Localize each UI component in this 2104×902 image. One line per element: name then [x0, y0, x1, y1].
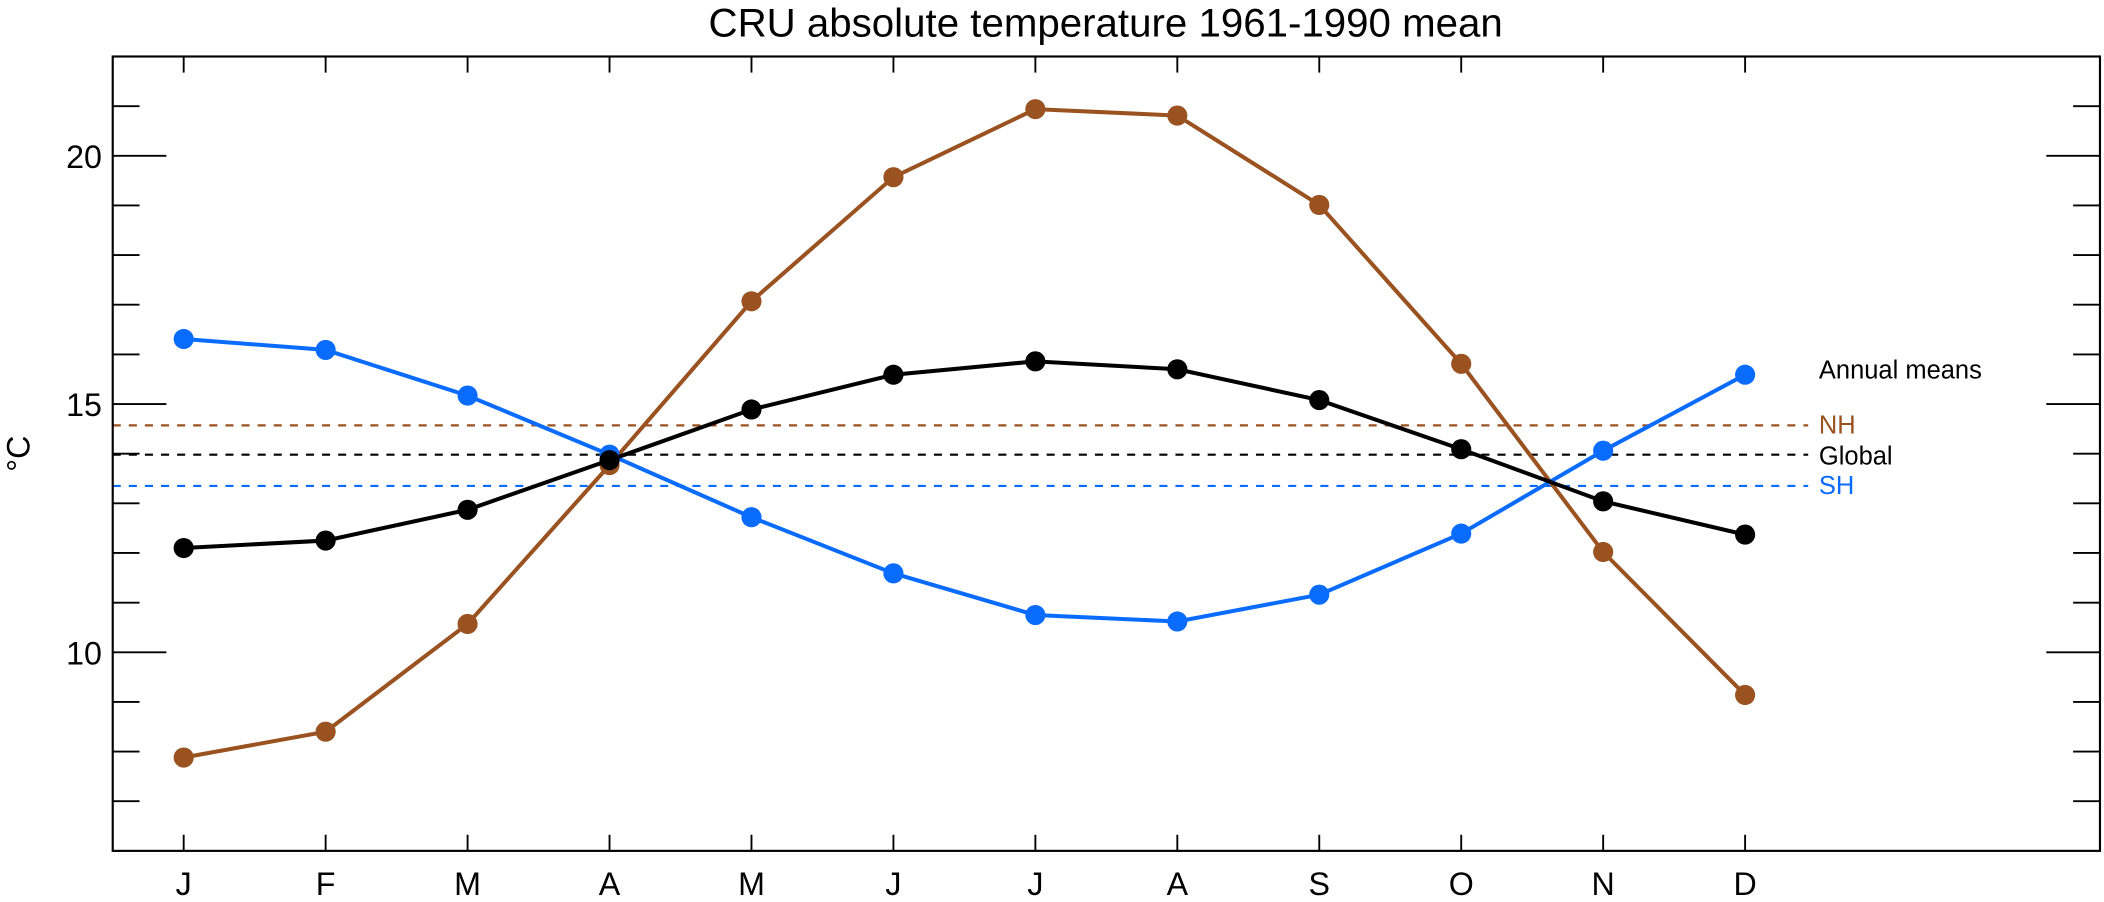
series-line-global: [183, 359, 1746, 551]
x-tick-label: F: [316, 866, 336, 902]
x-tick-label: M: [738, 866, 765, 902]
data-point-sh: [1309, 584, 1330, 605]
data-point-global: [1593, 491, 1614, 512]
x-tick-label: A: [1167, 866, 1189, 902]
data-point-sh: [1735, 364, 1756, 385]
x-tick-label: J: [1027, 866, 1043, 902]
plot-frame: [111, 55, 2102, 852]
x-tick-label: S: [1309, 866, 1330, 902]
x-tick-label: O: [1449, 866, 1474, 902]
data-point-nh: [1025, 99, 1046, 120]
data-point-sh: [1167, 611, 1188, 632]
data-point-global: [1735, 524, 1756, 545]
data-point-sh: [1593, 440, 1614, 461]
x-tick-label: A: [599, 866, 621, 902]
data-point-global: [457, 499, 478, 520]
x-tick-label: M: [454, 866, 481, 902]
data-point-global: [1167, 359, 1188, 380]
data-point-global: [1025, 351, 1046, 372]
data-point-nh: [1167, 105, 1188, 126]
data-point-nh: [1735, 684, 1756, 706]
x-tick-label: J: [176, 866, 192, 902]
data-point-sh: [1451, 523, 1472, 544]
data-point-nh: [457, 613, 478, 635]
data-point-sh: [1025, 604, 1046, 626]
y-tick-label: 10: [66, 635, 102, 671]
data-point-sh: [457, 385, 478, 406]
x-tick-label: N: [1592, 866, 1615, 902]
data-point-global: [599, 450, 620, 471]
x-tick-label: J: [885, 866, 901, 902]
data-point-sh: [741, 507, 762, 528]
data-point-nh: [1309, 194, 1330, 216]
y-axis-label: °C: [1, 436, 37, 472]
data-point-nh: [315, 721, 336, 742]
data-point-global: [1451, 439, 1472, 460]
data-point-nh: [741, 291, 762, 312]
data-point-nh: [173, 747, 194, 768]
data-point-nh: [883, 167, 904, 188]
data-point-global: [883, 364, 904, 385]
series-line-nh: [183, 107, 1747, 760]
data-point-global: [741, 399, 762, 420]
data-point-sh: [315, 339, 336, 360]
y-tick-label: 20: [66, 139, 102, 175]
legend-entry-nh: NH: [1819, 412, 1856, 440]
legend-entry-global: Global: [1819, 442, 1893, 470]
data-point-global: [173, 537, 194, 559]
data-point-sh: [883, 563, 904, 584]
legend-title: Annual means: [1819, 357, 1982, 385]
data-point-global: [1309, 390, 1330, 411]
data-point-nh: [1451, 353, 1472, 374]
data-point-global: [315, 530, 336, 551]
legend-entry-sh: SH: [1819, 472, 1854, 500]
x-tick-label: D: [1733, 866, 1756, 902]
data-point-sh: [173, 328, 194, 350]
series-line-sh: [183, 336, 1747, 624]
data-point-nh: [1593, 541, 1614, 563]
chart-title: CRU absolute temperature 1961-1990 mean: [709, 0, 1503, 45]
y-tick-label: 15: [66, 387, 102, 423]
